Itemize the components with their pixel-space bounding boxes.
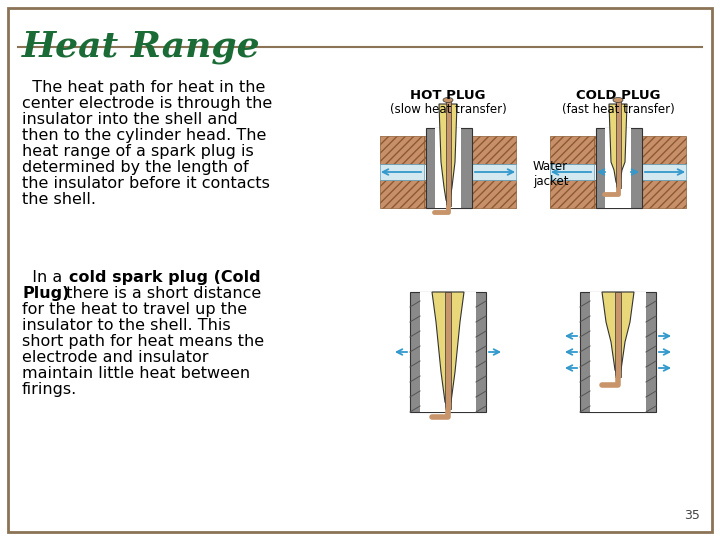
Text: cold spark plug (Cold: cold spark plug (Cold <box>69 270 261 285</box>
Bar <box>472 164 516 180</box>
Text: (fast heat transfer): (fast heat transfer) <box>562 103 675 116</box>
Text: for the heat to travel up the: for the heat to travel up the <box>22 302 247 317</box>
Bar <box>550 164 594 180</box>
Text: insulator into the shell and: insulator into the shell and <box>22 112 238 127</box>
Text: (slow heat transfer): (slow heat transfer) <box>390 103 506 116</box>
Text: maintain little heat between: maintain little heat between <box>22 366 250 381</box>
Text: The heat path for heat in the: The heat path for heat in the <box>22 80 266 95</box>
Text: then to the cylinder head. The: then to the cylinder head. The <box>22 128 266 143</box>
Text: the shell.: the shell. <box>22 192 96 207</box>
Bar <box>420 292 476 412</box>
Bar <box>642 136 686 164</box>
Text: 35: 35 <box>684 509 700 522</box>
Text: insulator to the shell. This: insulator to the shell. This <box>22 318 230 333</box>
Bar <box>594 136 642 164</box>
Ellipse shape <box>443 98 453 103</box>
Text: firings.: firings. <box>22 382 77 397</box>
Bar <box>615 292 621 377</box>
Bar <box>435 128 461 208</box>
Text: HOT PLUG: HOT PLUG <box>410 89 486 102</box>
Text: center electrode is through the: center electrode is through the <box>22 96 272 111</box>
Bar <box>616 100 621 188</box>
Bar <box>605 128 631 208</box>
Bar <box>410 292 486 412</box>
Bar <box>550 180 594 208</box>
Bar <box>380 164 424 180</box>
Polygon shape <box>602 292 634 375</box>
Bar <box>445 292 451 409</box>
Bar <box>380 180 424 208</box>
Bar <box>472 136 516 164</box>
Polygon shape <box>432 292 464 407</box>
Bar <box>472 180 516 208</box>
Bar <box>446 100 451 206</box>
Bar <box>426 128 472 208</box>
Bar <box>550 136 594 164</box>
Polygon shape <box>609 104 627 186</box>
Text: In a: In a <box>22 270 68 285</box>
Ellipse shape <box>613 98 623 103</box>
Text: , there is a short distance: , there is a short distance <box>55 286 261 301</box>
Bar <box>424 136 472 164</box>
Bar <box>590 292 646 412</box>
Text: electrode and insulator: electrode and insulator <box>22 350 209 365</box>
Bar <box>424 180 472 208</box>
Text: Plug): Plug) <box>22 286 69 301</box>
Bar <box>594 180 642 208</box>
Text: short path for heat means the: short path for heat means the <box>22 334 264 349</box>
Bar <box>580 292 656 412</box>
Bar <box>642 180 686 208</box>
Text: Heat Range: Heat Range <box>22 30 261 64</box>
Bar <box>596 128 642 208</box>
Bar <box>642 164 686 180</box>
Text: Water
jacket: Water jacket <box>533 160 569 188</box>
Polygon shape <box>439 104 457 204</box>
Bar <box>380 136 424 164</box>
Text: heat range of a spark plug is: heat range of a spark plug is <box>22 144 253 159</box>
Text: determined by the length of: determined by the length of <box>22 160 248 175</box>
Text: COLD PLUG: COLD PLUG <box>576 89 660 102</box>
Text: the insulator before it contacts: the insulator before it contacts <box>22 176 270 191</box>
